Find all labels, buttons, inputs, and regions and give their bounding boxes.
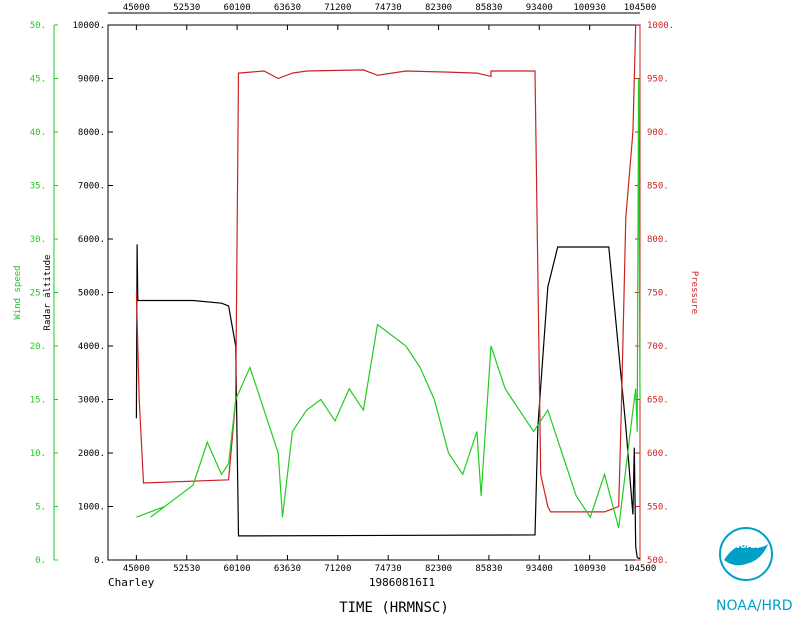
pressure-tick-label: 700. <box>647 342 669 352</box>
storm-name: Charley <box>108 576 155 589</box>
x-tick-label-bottom: 74730 <box>375 564 402 574</box>
radar-altitude-series-line <box>135 244 640 560</box>
wind-speed-axis-title: Wind speed <box>13 265 23 319</box>
radar-altitude-tick-label: 9000. <box>78 75 105 85</box>
pressure-tick-label: 1000. <box>647 21 674 31</box>
flight-id: 19860816I1 <box>369 576 435 589</box>
pressure-series-line <box>135 24 640 513</box>
radar-altitude-tick-label: 0. <box>94 556 105 566</box>
x-tick-label-top: 104500 <box>624 3 657 13</box>
x-tick-label-top: 71200 <box>324 3 351 13</box>
pressure-tick-label: 600. <box>647 449 669 459</box>
pressure-tick-label: 950. <box>647 75 669 85</box>
logo-bird <box>724 544 768 566</box>
pressure-tick-label: 500. <box>647 556 669 566</box>
x-tick-label-top: 85830 <box>475 3 502 13</box>
radar-altitude-tick-label: 5000. <box>78 289 105 299</box>
x-tick-label-bottom: 45000 <box>123 564 150 574</box>
radar-altitude-axis-title: Radar altitude <box>43 255 53 331</box>
x-tick-label-bottom: 100930 <box>573 564 606 574</box>
x-tick-label-top: 82300 <box>425 3 452 13</box>
x-tick-label-bottom: 93400 <box>526 564 553 574</box>
logo-lettering: NOAA <box>733 541 759 550</box>
wind-speed-series-line <box>136 78 641 529</box>
wind-speed-tick-label: 35. <box>30 182 46 192</box>
wind-speed-tick-label: 50. <box>30 21 46 31</box>
x-tick-label-bottom: 60100 <box>224 564 251 574</box>
x-tick-label-top: 52530 <box>173 3 200 13</box>
pressure-tick-label: 900. <box>647 128 669 138</box>
radar-altitude-tick-label: 10000. <box>72 21 105 31</box>
pressure-tick-label: 850. <box>647 182 669 192</box>
radar-altitude-tick-label: 4000. <box>78 342 105 352</box>
radar-altitude-tick-label: 8000. <box>78 128 105 138</box>
x-tick-label-bottom: 63630 <box>274 564 301 574</box>
x-tick-label-top: 60100 <box>224 3 251 13</box>
radar-altitude-tick-label: 2000. <box>78 449 105 459</box>
wind-speed-tick-label: 5. <box>35 503 46 513</box>
x-tick-label-bottom: 82300 <box>425 564 452 574</box>
radar-altitude-tick-label: 6000. <box>78 235 105 245</box>
radar-altitude-tick-label: 1000. <box>78 503 105 513</box>
wind-speed-tick-label: 0. <box>35 556 46 566</box>
logo-ring <box>719 527 773 581</box>
x-tick-label-top: 45000 <box>123 3 150 13</box>
radar-altitude-tick-label: 7000. <box>78 182 105 192</box>
x-tick-label-bottom: 104500 <box>624 564 657 574</box>
x-tick-label-top: 63630 <box>274 3 301 13</box>
x-axis-title: TIME (HRMNSC) <box>339 600 449 616</box>
x-tick-label-bottom: 52530 <box>173 564 200 574</box>
wind-speed-tick-label: 10. <box>30 449 46 459</box>
x-tick-label-top: 93400 <box>526 3 553 13</box>
plot-frame <box>107 24 641 561</box>
x-tick-label-top: 100930 <box>573 3 606 13</box>
x-tick-label-bottom: 71200 <box>324 564 351 574</box>
org-label: NOAA/HRD <box>716 598 793 614</box>
wind-speed-tick-label: 40. <box>30 128 46 138</box>
wind-speed-tick-label: 45. <box>30 75 46 85</box>
series-layer <box>135 24 641 560</box>
wind-speed-tick-label: 20. <box>30 342 46 352</box>
wind-speed-tick-label: 30. <box>30 235 46 245</box>
wind-speed-tick-label: 25. <box>30 289 46 299</box>
label-layer: 45000 45000 52530 52530 60100 60100 63630 63630… <box>13 3 699 616</box>
pressure-axis-title: Pressure <box>689 271 699 314</box>
pressure-tick-label: 800. <box>647 235 669 245</box>
x-tick-label-bottom: 85830 <box>475 564 502 574</box>
radar-altitude-tick-label: 3000. <box>78 396 105 406</box>
pressure-tick-label: 550. <box>647 503 669 513</box>
axes-layer <box>53 12 641 561</box>
pressure-tick-label: 650. <box>647 396 669 406</box>
noaa-logo: NOAA <box>719 527 773 581</box>
x-tick-label-top: 74730 <box>375 3 402 13</box>
pressure-tick-label: 750. <box>647 289 669 299</box>
wind-speed-tick-label: 15. <box>30 396 46 406</box>
